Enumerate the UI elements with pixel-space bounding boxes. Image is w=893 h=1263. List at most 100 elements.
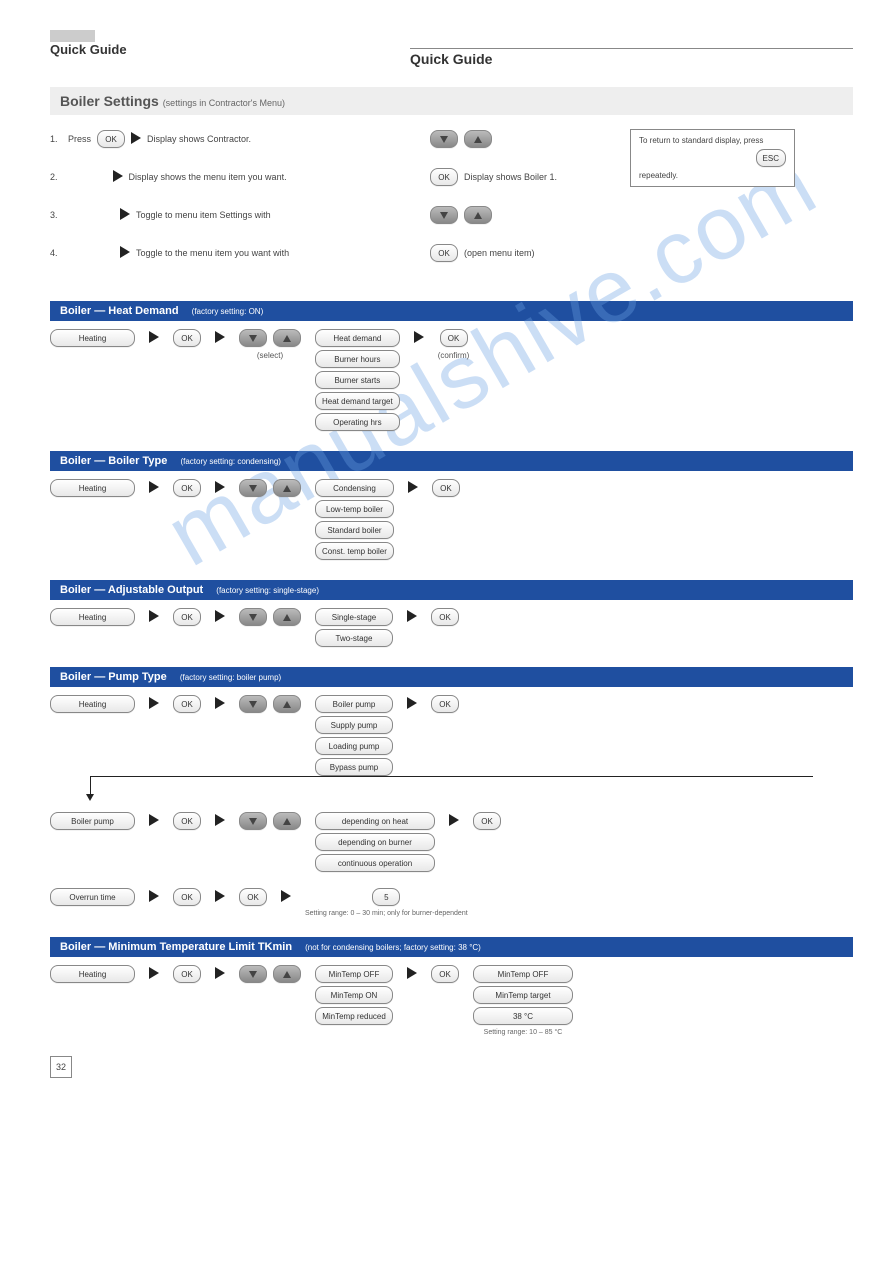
option[interactable]: MinTemp reduced bbox=[315, 1007, 393, 1025]
ok-button[interactable]: OK bbox=[432, 479, 460, 497]
range-note: Setting range: 0 – 30 min; only for burn… bbox=[305, 910, 468, 917]
option[interactable]: Low-temp boiler bbox=[315, 500, 394, 518]
ok-button[interactable]: OK bbox=[173, 608, 201, 626]
ok-button[interactable]: OK bbox=[239, 888, 267, 906]
down-button[interactable] bbox=[239, 329, 267, 347]
sub-bar-title: Boiler Settings bbox=[60, 93, 159, 109]
arrow-right-icon bbox=[215, 331, 225, 345]
down-button[interactable] bbox=[239, 812, 267, 830]
arrow-right-icon bbox=[407, 697, 417, 711]
option[interactable]: Const. temp boiler bbox=[315, 542, 394, 560]
option[interactable]: Supply pump bbox=[315, 716, 393, 734]
arrow-right-icon bbox=[215, 967, 225, 981]
up-button[interactable] bbox=[273, 608, 301, 626]
option[interactable]: Burner starts bbox=[315, 371, 400, 389]
side-note-box: To return to standard display, press ESC… bbox=[630, 129, 795, 187]
down-button[interactable] bbox=[430, 130, 458, 148]
up-button[interactable] bbox=[273, 695, 301, 713]
triangle-up-icon bbox=[283, 818, 291, 825]
value-button[interactable]: 5 bbox=[372, 888, 400, 906]
option[interactable]: Operating hrs bbox=[315, 413, 400, 431]
up-button[interactable] bbox=[273, 479, 301, 497]
option[interactable]: continuous operation bbox=[315, 854, 435, 872]
arrow-right-icon bbox=[407, 967, 417, 981]
option[interactable]: MinTemp ON bbox=[315, 986, 393, 1004]
option[interactable]: Heat demand bbox=[315, 329, 400, 347]
option[interactable]: MinTemp OFF bbox=[473, 965, 573, 983]
option[interactable]: Loading pump bbox=[315, 737, 393, 755]
option[interactable]: Condensing bbox=[315, 479, 394, 497]
option[interactable]: 38 °C bbox=[473, 1007, 573, 1025]
section-bar: Boiler — Pump Type (factory setting: boi… bbox=[50, 667, 853, 687]
confirm-label: (confirm) bbox=[438, 351, 470, 360]
ok-button[interactable]: OK bbox=[173, 965, 201, 983]
ok-button[interactable]: OK bbox=[173, 812, 201, 830]
up-button[interactable] bbox=[273, 965, 301, 983]
down-button[interactable] bbox=[239, 608, 267, 626]
triangle-down-icon bbox=[249, 701, 257, 708]
triangle-up-icon bbox=[474, 136, 482, 143]
pill-boilerpump[interactable]: Boiler pump bbox=[50, 812, 135, 830]
section-title: Boiler — Boiler Type bbox=[60, 455, 167, 467]
ok-button[interactable]: OK bbox=[97, 130, 125, 148]
triangle-up-icon bbox=[283, 701, 291, 708]
arrow-right-icon bbox=[449, 814, 459, 828]
option-stack: Boiler pump Supply pump Loading pump Byp… bbox=[315, 695, 393, 776]
option[interactable]: Boiler pump bbox=[315, 695, 393, 713]
ok-button[interactable]: OK bbox=[431, 965, 459, 983]
ok-button[interactable]: OK bbox=[173, 479, 201, 497]
up-button[interactable] bbox=[464, 130, 492, 148]
pill-heating[interactable]: Heating bbox=[50, 479, 135, 497]
section-title: Boiler — Minimum Temperature Limit TKmin bbox=[60, 941, 292, 953]
section-bar: Boiler — Minimum Temperature Limit TKmin… bbox=[50, 937, 853, 957]
arrow-right-icon bbox=[149, 331, 159, 345]
section-sub: (factory setting: ON) bbox=[192, 307, 264, 316]
option[interactable]: MinTemp target bbox=[473, 986, 573, 1004]
down-button[interactable] bbox=[239, 479, 267, 497]
pill-heating[interactable]: Heating bbox=[50, 695, 135, 713]
ok-button[interactable]: OK bbox=[173, 329, 201, 347]
up-button[interactable] bbox=[464, 206, 492, 224]
step4-num: 4. bbox=[50, 248, 62, 258]
step1-after: Display shows Contractor. bbox=[147, 134, 251, 144]
option[interactable]: Two-stage bbox=[315, 629, 393, 647]
option[interactable]: Bypass pump bbox=[315, 758, 393, 776]
section-title: Boiler — Pump Type bbox=[60, 671, 167, 683]
ok-button[interactable]: OK bbox=[473, 812, 501, 830]
option[interactable]: MinTemp OFF bbox=[315, 965, 393, 983]
option[interactable]: depending on heat bbox=[315, 812, 435, 830]
esc-button[interactable]: ESC bbox=[756, 149, 786, 167]
option[interactable]: Heat demand target bbox=[315, 392, 400, 410]
option[interactable]: depending on burner bbox=[315, 833, 435, 851]
pill-overrun[interactable]: Overrun time bbox=[50, 888, 135, 906]
triangle-down-icon bbox=[249, 971, 257, 978]
down-button[interactable] bbox=[239, 695, 267, 713]
option-stack: depending on heat depending on burner co… bbox=[315, 812, 435, 872]
top-grey-block bbox=[50, 30, 95, 42]
ok-button[interactable]: OK bbox=[440, 329, 468, 347]
pill-heating[interactable]: Heating bbox=[50, 608, 135, 626]
up-button[interactable] bbox=[273, 329, 301, 347]
down-button[interactable] bbox=[239, 965, 267, 983]
ok-button[interactable]: OK bbox=[173, 695, 201, 713]
option[interactable]: Burner hours bbox=[315, 350, 400, 368]
option[interactable]: Standard boiler bbox=[315, 521, 394, 539]
triangle-up-icon bbox=[283, 485, 291, 492]
option[interactable]: Single-stage bbox=[315, 608, 393, 626]
ok-button[interactable]: OK bbox=[431, 608, 459, 626]
ok-button[interactable]: OK bbox=[431, 695, 459, 713]
section-bar: Boiler — Boiler Type (factory setting: c… bbox=[50, 451, 853, 471]
up-button[interactable] bbox=[273, 812, 301, 830]
section-title: Boiler — Heat Demand bbox=[60, 305, 179, 317]
ok-button[interactable]: OK bbox=[430, 168, 458, 186]
section-sub: (factory setting: condensing) bbox=[180, 457, 281, 466]
pill-heating[interactable]: Heating bbox=[50, 329, 135, 347]
pill-heating[interactable]: Heating bbox=[50, 965, 135, 983]
arrow-right-icon bbox=[149, 814, 159, 828]
down-button[interactable] bbox=[430, 206, 458, 224]
arrow-right-icon bbox=[149, 697, 159, 711]
ok-button[interactable]: OK bbox=[173, 888, 201, 906]
triangle-up-icon bbox=[474, 212, 482, 219]
ok-button[interactable]: OK bbox=[430, 244, 458, 262]
step3-after: Display shows Boiler 1. bbox=[464, 172, 557, 182]
